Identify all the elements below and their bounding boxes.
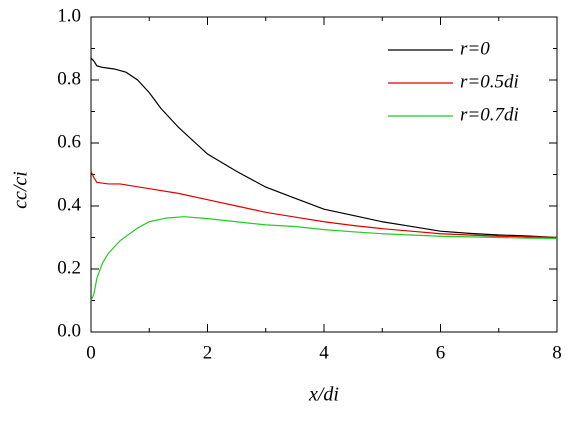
y-tick-label: 0.0	[57, 320, 81, 341]
y-tick-label: 0.8	[57, 68, 81, 89]
line-series	[90, 57, 558, 239]
x-tick-label: 6	[436, 342, 446, 363]
y-tick-label: 0.2	[57, 257, 81, 278]
x-tick-label: 2	[203, 342, 213, 363]
legend-label: r=0	[460, 38, 490, 59]
legend-label: r=0.7di	[460, 104, 519, 125]
y-tick-label: 0.4	[57, 194, 81, 215]
line-series	[90, 216, 558, 301]
x-tick-label: 0	[86, 342, 96, 363]
line-series	[90, 171, 558, 239]
legend-label: r=0.5di	[460, 71, 519, 92]
y-tick-label: 0.6	[57, 131, 81, 152]
x-tick-label: 4	[319, 342, 329, 363]
y-tick-label: 1.0	[57, 5, 81, 26]
x-axis-label: x/di	[308, 384, 339, 406]
plot-frame	[90, 16, 558, 333]
x-tick-label: 8	[552, 342, 562, 363]
y-axis-label: cc/ci	[10, 171, 32, 209]
